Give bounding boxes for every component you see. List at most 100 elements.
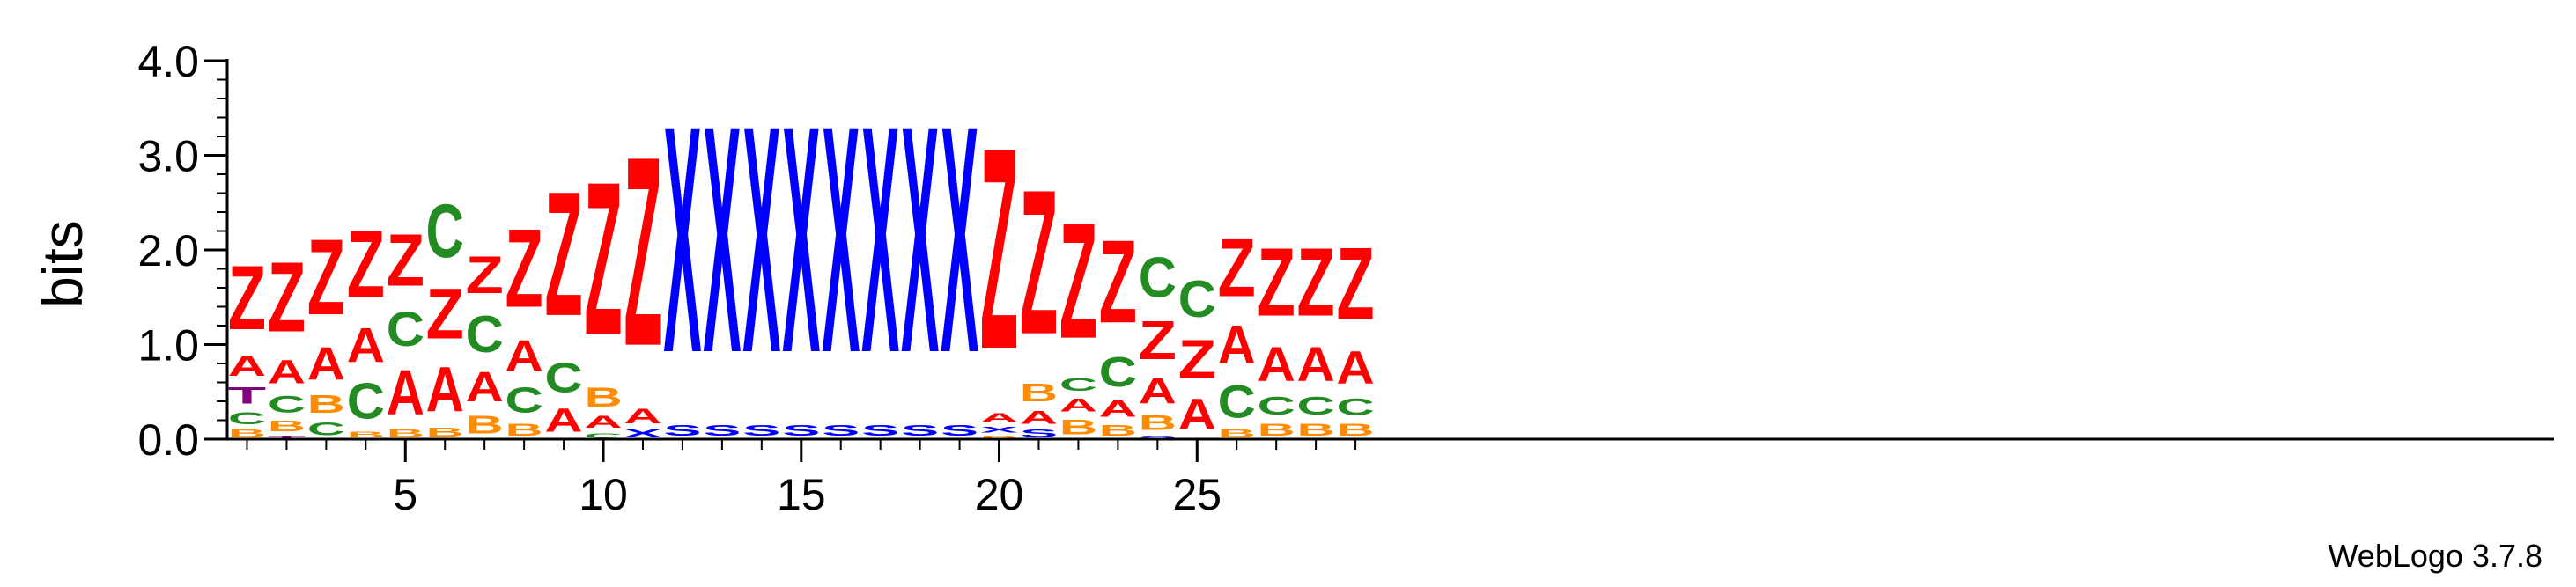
logo-letter-z-pos-21: Z [1020, 146, 1058, 378]
logo-letter-c-pos-2: C [268, 391, 306, 417]
x-tick-label: 20 [975, 470, 1024, 519]
logo-letter-b-pos-7: B [466, 411, 504, 439]
logo-letter-c-pos-23: C [1099, 349, 1137, 395]
y-tick-label: 0.0 [137, 415, 199, 465]
logo-letter-a-pos-2: A [268, 353, 306, 391]
logo-axes: 0.0 1.0 2.0 3.0 4.0 5 10 15 20 25 [137, 37, 2554, 519]
logo-letter-s-pos-17: S [861, 422, 899, 439]
logo-letter-b-pos-28: B [1297, 421, 1335, 439]
logo-letter-s-pos-18: S [901, 422, 939, 439]
logo-letter-s-pos-12: S [663, 422, 701, 439]
logo-letter-s-pos-19: S [941, 422, 978, 439]
logo-letter-x-pos-14: X [742, 60, 780, 420]
logo-letter-c-pos-26: C [1218, 376, 1256, 428]
logo-letter-z-pos-4: Z [347, 211, 385, 318]
logo-letter-s-pos-24: S [1139, 435, 1177, 439]
logo-letter-b-pos-26: B [1218, 428, 1256, 439]
logo-letter-c-pos-8: C [506, 380, 543, 420]
logo-letter-s-pos-21: S [1020, 428, 1058, 439]
logo-letter-a-pos-8: A [506, 331, 543, 380]
logo-letter-c-pos-4: C [347, 374, 385, 430]
logo-letter-c-pos-28: C [1297, 392, 1335, 420]
logo-letter-a-pos-6: A [426, 355, 464, 426]
logo-letter-z-pos-23: Z [1099, 216, 1137, 348]
logo-letter-b-pos-20: B [980, 435, 1018, 439]
logo-letter-z-pos-2: Z [268, 242, 306, 353]
logo-letter-b-pos-27: B [1258, 421, 1295, 439]
logo-letter-c-pos-10: C [584, 431, 622, 439]
y-tick-label: 4.0 [137, 37, 199, 86]
logo-letter-c-pos-25: C [1178, 269, 1216, 328]
logo-letter-a-pos-27: A [1258, 338, 1295, 393]
x-tick-label: 10 [579, 470, 628, 519]
logo-letter-x-pos-19: X [941, 60, 978, 420]
logo-letter-a-pos-20: A [980, 411, 1018, 425]
logo-letter-a-pos-28: A [1297, 338, 1335, 393]
logo-letter-a-pos-29: A [1336, 341, 1374, 393]
logo-letter-z-pos-7: Z [466, 245, 504, 305]
x-tick-label: 25 [1172, 470, 1222, 519]
logo-letter-x-pos-18: X [901, 60, 939, 420]
logo-letter-b-pos-23: B [1099, 422, 1137, 439]
logo-letter-z-pos-9: Z [544, 155, 582, 354]
logo-letter-z-pos-28: Z [1297, 228, 1335, 337]
logo-letter-a-pos-23: A [1099, 395, 1137, 422]
y-tick-label: 2.0 [137, 226, 199, 275]
logo-letter-s-pos-13: S [703, 422, 741, 439]
y-axis-label: bits [31, 220, 94, 308]
logo-letter-x-pos-13: X [703, 60, 741, 420]
logo-letter-b-pos-24: B [1139, 411, 1177, 435]
logo-letter-a-pos-11: A [624, 404, 661, 428]
logo-letter-a-pos-1: A [228, 349, 266, 382]
logo-letter-x-pos-17: X [861, 60, 899, 420]
logo-letter-s-pos-15: S [782, 422, 820, 439]
logo-letter-c-pos-29: C [1336, 393, 1374, 420]
logo-letter-z-pos-27: Z [1258, 228, 1295, 337]
logo-letter-x-pos-15: X [782, 60, 820, 420]
logo-letter-z-pos-1: Z [228, 247, 266, 349]
logo-letter-z-pos-11: Z [624, 101, 661, 403]
logo-letters: BCTAZTBCAZCBAZBCAZBACZBAZCBACZBCAZACZCAB… [228, 60, 1375, 440]
logo-letter-c-pos-9: C [544, 355, 582, 401]
logo-letter-a-pos-4: A [347, 319, 385, 373]
logo-letter-c-pos-1: C [228, 409, 266, 428]
logo-letter-z-pos-5: Z [387, 220, 424, 302]
weblogo-credit: WebLogo 3.7.8 [2328, 538, 2543, 574]
logo-letter-c-pos-6: C [426, 188, 464, 274]
logo-letter-b-pos-21: B [1020, 378, 1058, 407]
logo-letter-c-pos-7: C [466, 305, 504, 363]
logo-letter-b-pos-22: B [1059, 415, 1097, 439]
logo-letter-z-pos-3: Z [307, 217, 345, 338]
x-tick-label: 5 [393, 470, 417, 519]
logo-letter-a-pos-22: A [1059, 395, 1097, 416]
logo-letter-z-pos-22: Z [1059, 188, 1097, 372]
logo-letter-a-pos-24: A [1139, 371, 1177, 410]
logo-letter-z-pos-29: Z [1336, 226, 1374, 341]
logo-letter-c-pos-24: C [1139, 246, 1177, 310]
logo-letter-b-pos-10: B [584, 382, 622, 413]
logo-letter-a-pos-9: A [544, 401, 582, 439]
logo-letter-x-pos-12: X [663, 60, 701, 420]
logo-letter-c-pos-5: C [387, 303, 424, 357]
logo-letter-x-pos-16: X [822, 60, 860, 420]
logo-letter-b-pos-8: B [506, 421, 543, 439]
logo-letter-b-pos-2: B [268, 418, 306, 435]
logo-letter-b-pos-5: B [387, 428, 424, 439]
logo-letter-z-pos-25: Z [1178, 329, 1216, 390]
logo-letter-z-pos-24: Z [1139, 311, 1177, 371]
y-tick-label: 1.0 [137, 321, 199, 371]
logo-letter-a-pos-26: A [1218, 314, 1256, 375]
logo-letter-b-pos-29: B [1336, 421, 1374, 439]
logo-letter-z-pos-10: Z [584, 136, 622, 380]
logo-letter-b-pos-4: B [347, 429, 385, 439]
logo-letter-z-pos-6: Z [426, 275, 464, 355]
logo-letter-a-pos-10: A [584, 413, 622, 431]
x-tick-label: 15 [777, 470, 826, 519]
logo-letter-z-pos-8: Z [506, 205, 543, 330]
logo-letter-s-pos-16: S [822, 422, 860, 439]
logo-letter-c-pos-27: C [1258, 392, 1295, 420]
logo-letter-t-pos-1: T [228, 383, 267, 409]
y-tick-label: 3.0 [137, 132, 199, 181]
logo-letter-c-pos-3: C [307, 419, 345, 440]
